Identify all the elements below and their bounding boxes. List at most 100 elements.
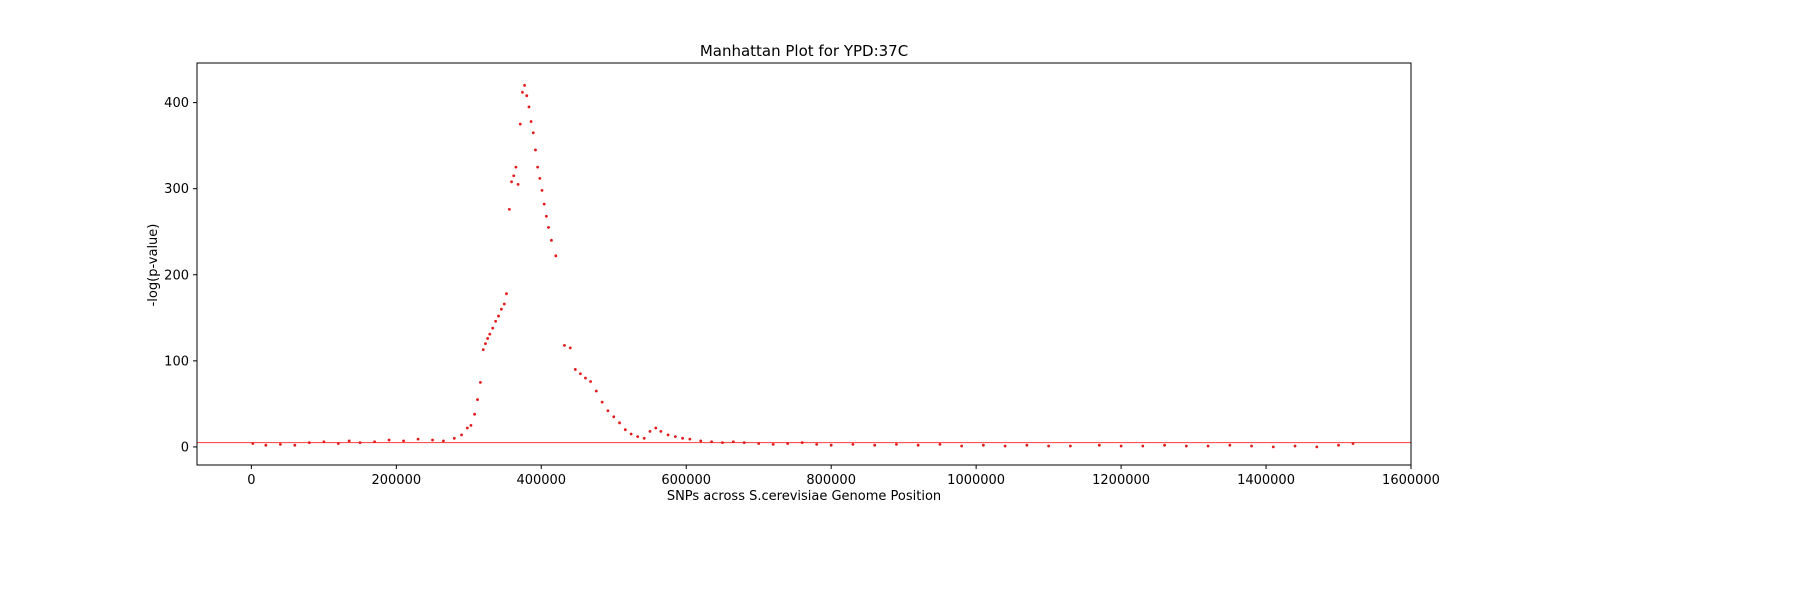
x-tick-label: 1000000 [947, 473, 1005, 488]
data-point [307, 441, 311, 445]
data-point [373, 440, 376, 444]
data-point [659, 430, 663, 433]
data-point [673, 435, 677, 438]
data-point [544, 214, 548, 218]
data-point [516, 182, 520, 186]
data-point [648, 430, 652, 433]
y-tick-label: 100 [164, 354, 189, 369]
data-point [895, 442, 898, 446]
data-point [507, 207, 511, 211]
data-point [742, 441, 746, 445]
data-point [525, 94, 529, 98]
data-point [721, 441, 724, 445]
x-tick-label: 400000 [516, 473, 566, 488]
data-point [476, 398, 479, 401]
data-point [473, 412, 476, 416]
data-point [336, 442, 340, 445]
data-point [1003, 444, 1007, 448]
y-tick-label: 400 [164, 96, 189, 111]
data-point [497, 314, 500, 318]
data-point [666, 433, 670, 437]
data-point [293, 443, 297, 447]
data-point [1184, 444, 1188, 448]
data-point [500, 307, 503, 311]
y-axis-label: -log(p-value) [146, 224, 161, 307]
x-tick-label: 1400000 [1237, 473, 1295, 488]
data-point [579, 372, 582, 376]
data-point [829, 443, 833, 447]
data-point [786, 442, 790, 445]
data-point [1228, 443, 1232, 447]
data-point [1206, 444, 1210, 448]
data-point [1163, 443, 1166, 447]
data-point [347, 439, 351, 443]
data-point [606, 409, 610, 413]
data-point [505, 292, 508, 296]
data-point [1351, 442, 1355, 445]
data-point [699, 439, 703, 443]
data-point [1293, 444, 1297, 448]
data-point [264, 443, 268, 447]
data-point [478, 380, 482, 384]
x-tick-label: 800000 [806, 473, 856, 488]
data-point [589, 380, 592, 383]
data-point [568, 346, 572, 350]
y-tick-label: 200 [164, 268, 189, 283]
data-point [688, 437, 692, 441]
x-tick-label: 200000 [371, 473, 421, 488]
data-point [540, 189, 544, 192]
data-point [547, 226, 550, 229]
plot-area: 0 200000 400000 600000 800000 1000000 1200000 1… [164, 62, 1440, 488]
data-point [618, 421, 621, 425]
data-point [573, 368, 577, 371]
data-point [488, 332, 492, 336]
data-point [981, 443, 985, 447]
data-point [623, 428, 627, 432]
data-point [600, 400, 604, 404]
chart-title: Manhattan Plot for YPD:37C [700, 42, 908, 60]
data-point [1315, 445, 1319, 449]
data-point [486, 337, 490, 340]
data-point [594, 389, 598, 393]
data-point [529, 120, 533, 123]
data-point [442, 439, 445, 443]
data-point [629, 432, 633, 436]
data-point [642, 436, 646, 440]
data-point [1047, 444, 1051, 448]
data-point [534, 148, 537, 152]
data-point [771, 442, 775, 446]
data-point [523, 83, 526, 87]
data-point [484, 342, 487, 346]
x-tick-label: 0 [247, 473, 255, 488]
data-point [542, 202, 546, 206]
data-point [452, 436, 456, 440]
data-point [402, 439, 405, 443]
data-point [536, 165, 540, 169]
data-point [465, 426, 469, 430]
data-point [681, 436, 684, 440]
data-point [1271, 445, 1275, 449]
data-point [518, 122, 522, 126]
data-point [1250, 444, 1253, 448]
data-point [815, 442, 819, 446]
data-point [491, 326, 495, 330]
data-point [550, 238, 553, 242]
data-point [612, 415, 616, 419]
data-point [527, 105, 531, 109]
data-point [358, 441, 362, 445]
data-point [387, 438, 391, 442]
data-point [636, 435, 640, 438]
data-point [731, 440, 735, 444]
x-tick-label: 1600000 [1382, 473, 1440, 488]
plot-frame [196, 62, 1412, 466]
data-point [1337, 443, 1340, 447]
data-point [538, 176, 542, 180]
data-point [512, 174, 516, 178]
data-point [757, 442, 761, 445]
data-point [1025, 443, 1029, 447]
data-point [431, 438, 434, 442]
data-point [938, 442, 942, 446]
data-point [251, 442, 255, 445]
data-point [521, 90, 524, 94]
x-axis-label: SNPs across S.cerevisiae Genome Position [667, 489, 941, 504]
